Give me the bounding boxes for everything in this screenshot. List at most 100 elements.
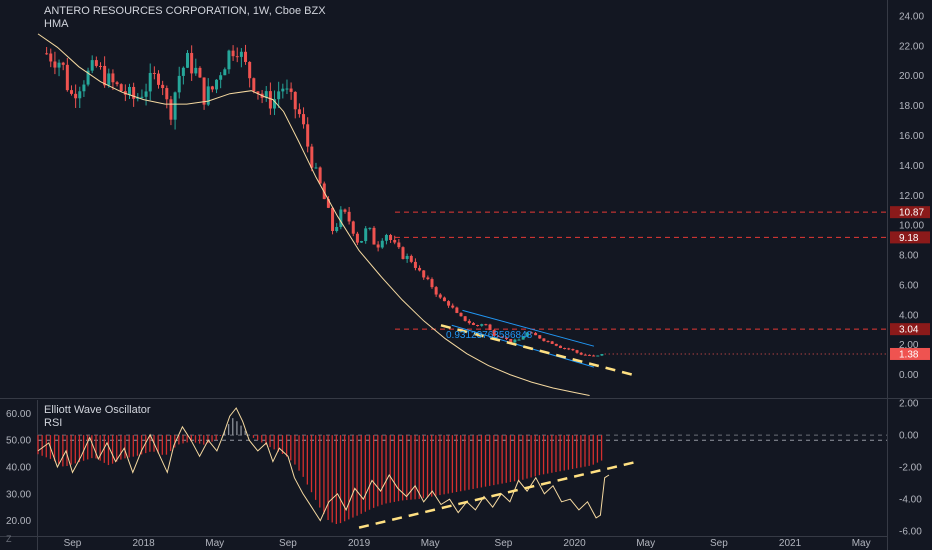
candle-down	[426, 277, 430, 280]
candle-down	[248, 61, 252, 79]
candle-up	[107, 73, 111, 86]
time-tick-label: Sep	[279, 538, 297, 549]
rsi-legend: RSI	[44, 417, 63, 429]
candle-up	[521, 336, 525, 340]
ewo-tick-label: -2.00	[899, 463, 922, 474]
candle-down	[542, 338, 546, 342]
price-tick-label: 4.00	[899, 310, 919, 321]
ewo-histogram	[37, 418, 603, 524]
candle-up	[78, 91, 82, 99]
candle-down	[49, 53, 53, 62]
price-panel[interactable]: 0.93123763586848	[37, 33, 887, 396]
logo-icon: Z	[6, 534, 12, 544]
last-price-label: 1.38	[899, 349, 919, 360]
candle-down	[488, 324, 492, 331]
candle-up	[480, 324, 484, 326]
level-badge-label: 3.04	[899, 325, 919, 336]
candle-down	[343, 209, 347, 212]
candle-down	[119, 84, 123, 92]
candle-down	[447, 301, 451, 306]
candle-up	[339, 209, 343, 227]
candle-up	[194, 67, 198, 74]
candle-down	[587, 354, 591, 356]
candle-down	[430, 279, 434, 288]
candle-down	[310, 146, 314, 168]
candle-down	[401, 247, 405, 259]
candle-down	[198, 67, 202, 78]
candle-down	[111, 73, 115, 83]
candle-down	[169, 99, 173, 120]
candle-down	[152, 72, 156, 74]
candle-up	[335, 226, 339, 231]
candle-down	[413, 261, 417, 268]
time-tick-label: Sep	[64, 538, 82, 549]
time-tick-label: Sep	[710, 538, 728, 549]
candle-down	[293, 91, 297, 110]
candle-up	[82, 84, 86, 92]
candle-up	[405, 255, 409, 259]
rsi-line	[37, 407, 610, 522]
ewo-trend-line	[358, 460, 636, 529]
candle-up	[273, 99, 277, 109]
candle-down	[389, 234, 393, 241]
candle-up	[86, 70, 90, 85]
candle-down	[161, 84, 165, 89]
candle-down	[529, 332, 533, 334]
time-tick-label: 2021	[779, 538, 802, 549]
candle-down	[567, 348, 571, 350]
time-tick-label: Sep	[495, 538, 513, 549]
candle-down	[492, 330, 496, 336]
candle-down	[463, 316, 467, 321]
channel-lower-line	[451, 324, 595, 368]
candle-down	[434, 287, 438, 295]
candle-up	[600, 354, 604, 356]
candle-down	[397, 242, 401, 248]
price-tick-label: 10.00	[899, 221, 924, 232]
candles	[45, 44, 604, 357]
candle-down	[583, 354, 587, 356]
candle-down	[297, 109, 301, 115]
candle-down	[53, 61, 57, 68]
candle-down	[347, 211, 351, 222]
candle-down	[509, 338, 513, 343]
candle-down	[442, 297, 446, 302]
level-badge	[890, 231, 930, 244]
candle-down	[455, 307, 459, 313]
candle-down	[418, 267, 422, 271]
candle-up	[364, 228, 368, 242]
price-tick-label: 18.00	[899, 101, 924, 112]
candle-down	[302, 114, 306, 125]
price-tick-label: 0.00	[899, 370, 919, 381]
time-tick-label: 2020	[563, 538, 586, 549]
candle-down	[210, 86, 214, 90]
candle-down	[571, 349, 575, 351]
candle-down	[550, 341, 554, 344]
candle-up	[90, 60, 94, 71]
candle-up	[513, 339, 517, 343]
oscillator-panel[interactable]	[37, 407, 887, 529]
candle-up	[148, 72, 152, 92]
candle-down	[74, 93, 78, 99]
candle-up	[314, 167, 318, 169]
candle-down	[256, 91, 260, 94]
candle-down	[451, 305, 455, 308]
candle-up	[380, 240, 384, 248]
rsi-tick-label: 40.00	[6, 463, 31, 474]
candle-down	[289, 88, 293, 92]
last-price-badge	[890, 347, 930, 360]
candle-up	[264, 91, 268, 98]
candle-down	[202, 77, 206, 105]
candle-up	[173, 92, 177, 120]
price-tick-label: 6.00	[899, 280, 919, 291]
candle-down	[534, 332, 538, 336]
candle-down	[69, 90, 73, 94]
ewo-tick-label: 0.00	[899, 431, 919, 442]
ewo-tick-label: -6.00	[899, 526, 922, 537]
candle-up	[368, 227, 372, 229]
price-tick-label: 14.00	[899, 161, 924, 172]
candle-down	[65, 64, 69, 91]
candle-up	[177, 75, 181, 93]
candle-down	[575, 350, 579, 353]
candle-down	[103, 65, 107, 86]
